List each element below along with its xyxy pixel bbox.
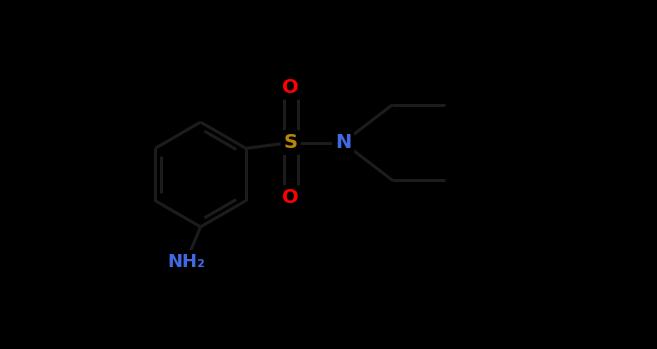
Text: NH₂: NH₂ [167,253,205,271]
Text: N: N [335,133,351,152]
Text: O: O [283,78,299,97]
Text: O: O [283,188,299,207]
Text: S: S [284,133,298,152]
